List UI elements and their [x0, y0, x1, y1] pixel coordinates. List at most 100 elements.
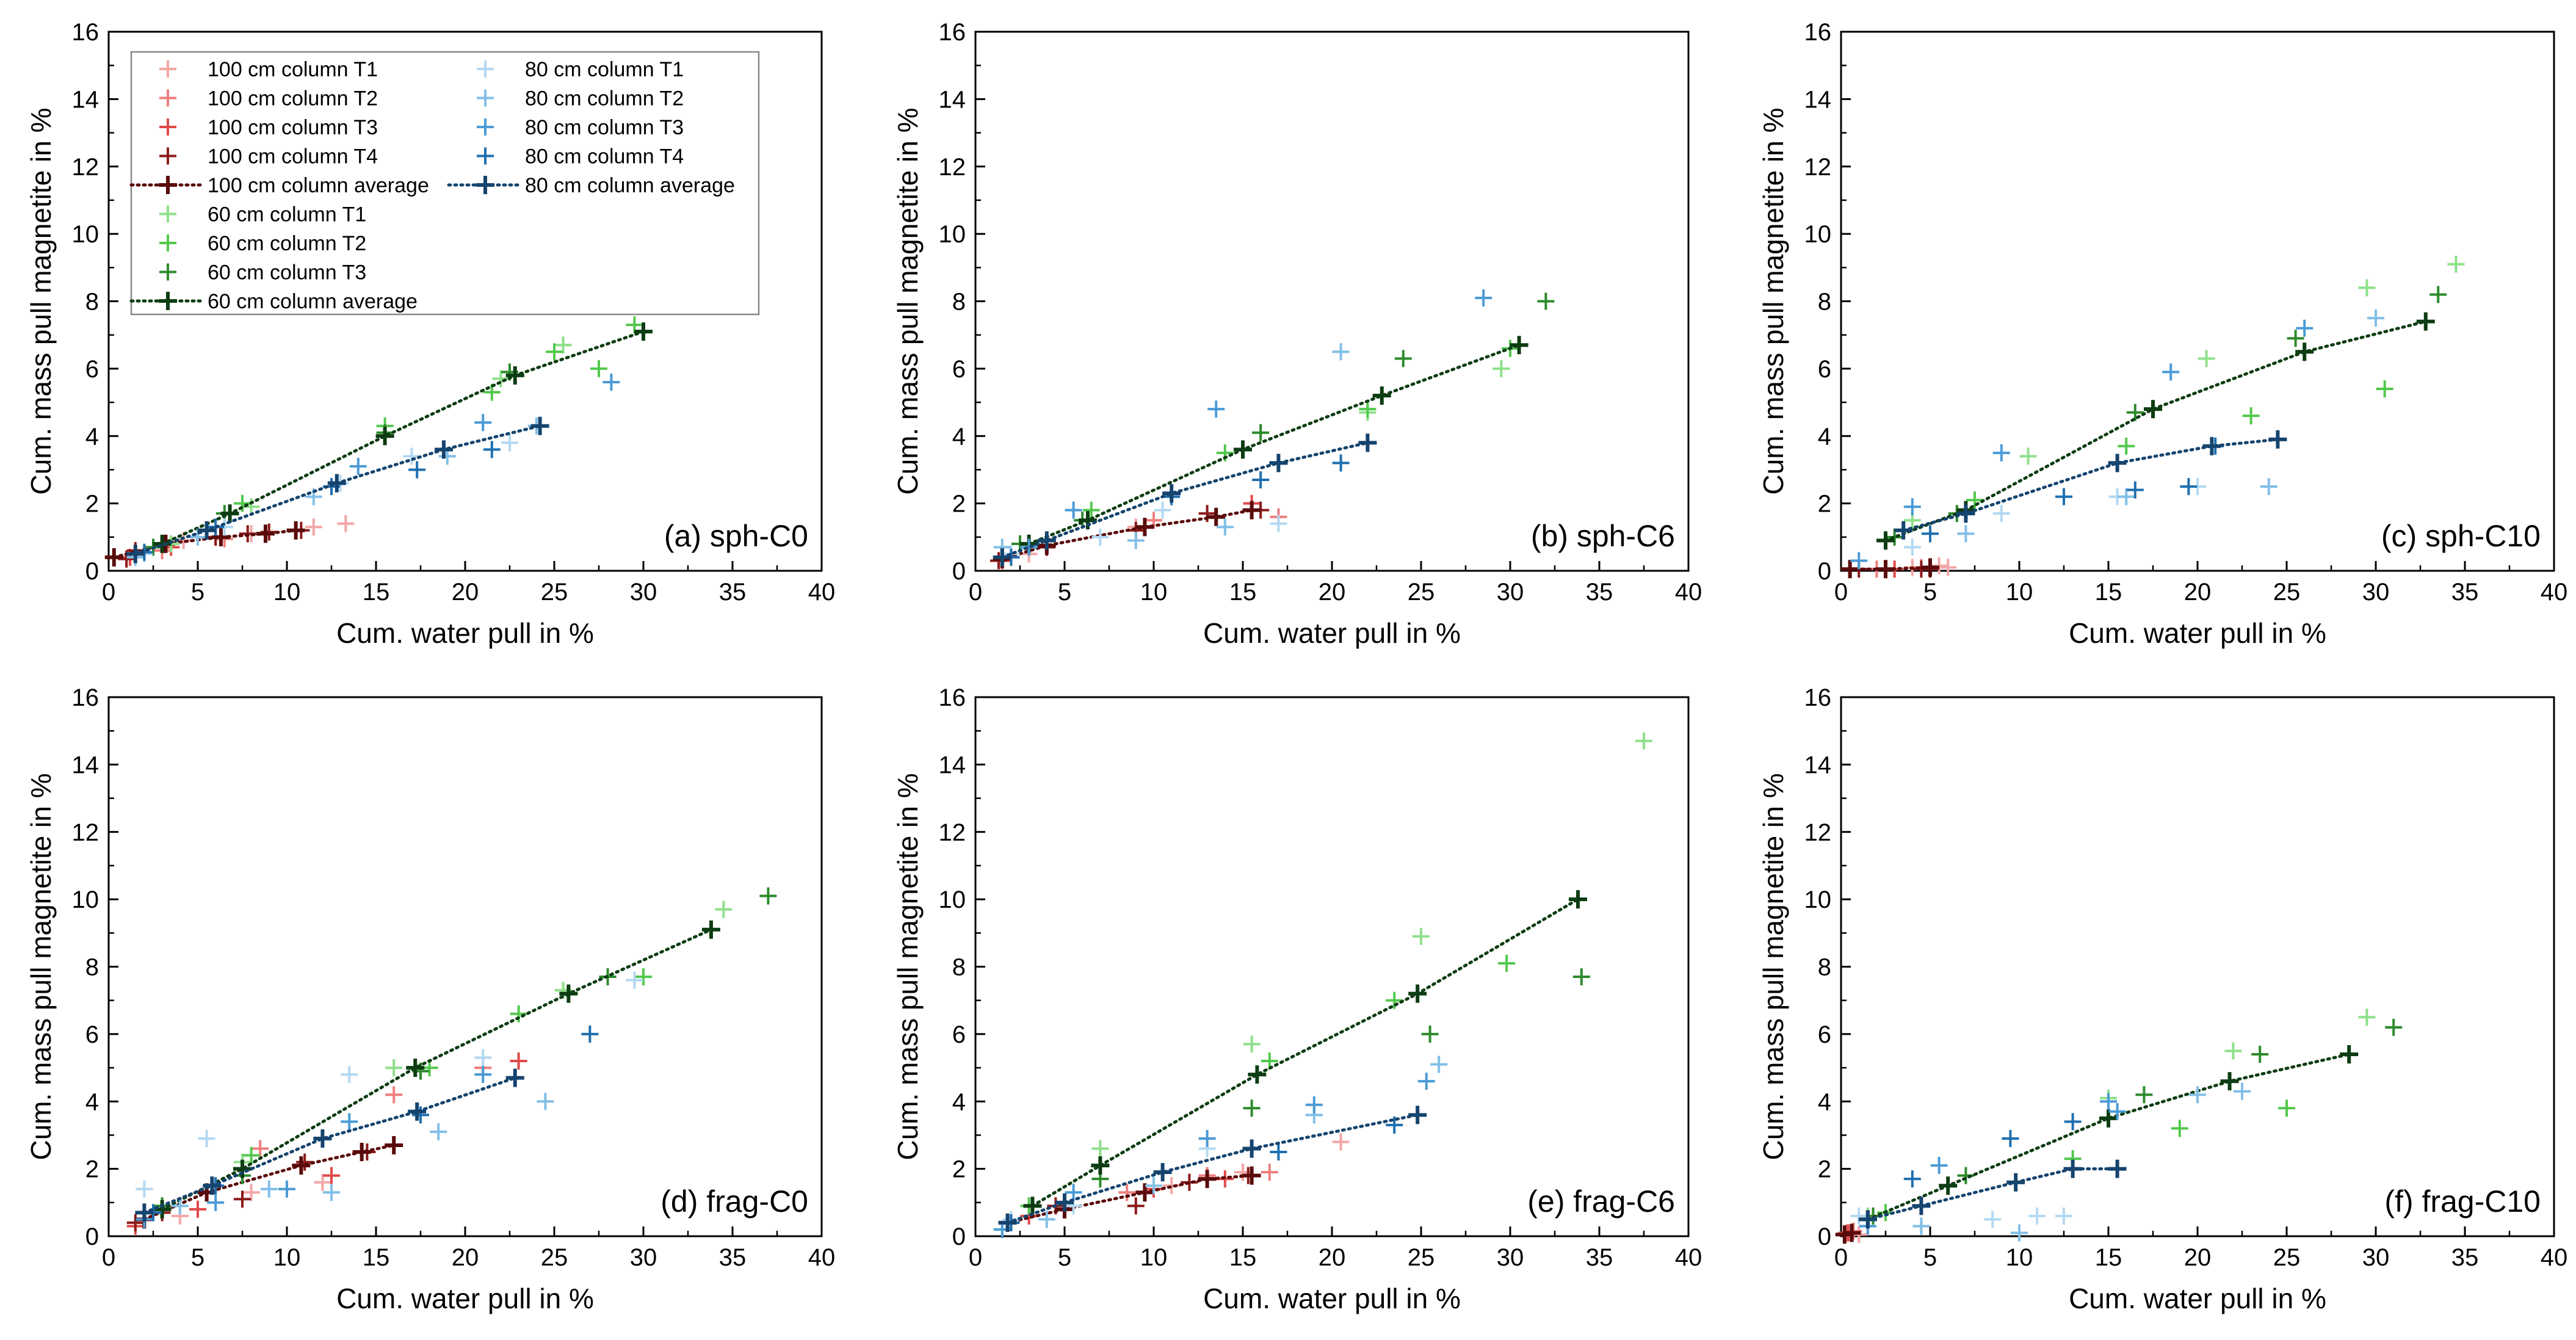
data-point — [197, 521, 216, 540]
y-tick-label: 4 — [952, 423, 966, 450]
data-point — [1153, 1163, 1172, 1182]
data-point — [1957, 525, 1975, 543]
y-axis-label: Cum. mass pull magnetite in % — [892, 773, 924, 1160]
data-point — [1242, 1166, 1261, 1185]
y-tick-label: 2 — [1818, 1156, 1831, 1183]
plot-frame — [974, 31, 1690, 572]
data-point — [1243, 1099, 1261, 1117]
data-point — [2126, 404, 2144, 421]
data-point — [430, 1123, 447, 1140]
legend-label: 80 cm column T3 — [525, 116, 684, 139]
y-tick-label: 10 — [72, 221, 99, 248]
y-tick-label: 8 — [1818, 954, 1831, 981]
data-point — [1359, 400, 1377, 418]
data-point — [1127, 1197, 1145, 1215]
average-line — [142, 1076, 517, 1214]
y-tick-label: 16 — [939, 684, 966, 711]
data-point — [2295, 342, 2314, 361]
y-tick-label: 16 — [1804, 684, 1832, 711]
data-point — [1055, 1193, 1074, 1212]
legend-entry: 60 cm column T3 — [159, 261, 366, 284]
legend-entry: 60 cm column T1 — [159, 203, 366, 226]
data-point — [251, 1140, 269, 1157]
series-60-cm-column-t1 — [1903, 255, 2465, 529]
data-point — [242, 1146, 260, 1164]
y-tick-label: 10 — [939, 221, 966, 248]
x-axis-label: Cum. water pull in % — [1203, 1283, 1461, 1314]
data-point — [2416, 312, 2435, 331]
x-axis-label: Cum. water pull in % — [336, 617, 594, 649]
y-tick-label: 10 — [72, 886, 99, 913]
x-tick-label: 30 — [630, 1244, 657, 1271]
x-tick-label: 10 — [2006, 1244, 2033, 1271]
x-tick-label: 30 — [2362, 1244, 2390, 1271]
y-tick-label: 4 — [85, 1088, 99, 1115]
legend-entry: 80 cm column T4 — [477, 145, 684, 168]
data-point — [559, 984, 578, 1003]
data-point — [1118, 1184, 1136, 1201]
data-point — [483, 441, 501, 458]
series-80-cm-column-t3 — [1020, 289, 1492, 556]
series-60-cm-column-average — [153, 322, 653, 553]
data-point — [530, 416, 549, 435]
data-point — [375, 427, 394, 446]
data-point — [635, 968, 652, 986]
y-tick-label: 16 — [1804, 19, 1832, 46]
data-point — [341, 1113, 358, 1131]
panel-6: 0 5 10 15 20 25 30 35 40 0 2 4 6 8 10 12 14 16 Cum. water … — [1757, 684, 2567, 1314]
data-point — [1252, 471, 1270, 488]
series-60-cm-column-average — [1019, 336, 1529, 553]
legend-label: 80 cm column T1 — [525, 58, 684, 81]
x-tick-label: 20 — [1319, 579, 1346, 606]
panel-label: (c) sph-C10 — [2381, 519, 2541, 553]
data-point — [2385, 1018, 2403, 1036]
x-tick-label: 0 — [102, 1244, 115, 1271]
series-80-cm-column-average — [135, 1068, 524, 1222]
x-tick-label: 40 — [1675, 579, 1702, 606]
data-point — [1858, 1210, 1877, 1229]
data-point — [1903, 538, 1921, 556]
data-point — [1992, 444, 2010, 462]
x-axis-label: Cum. water pull in % — [2069, 1283, 2326, 1314]
data-point — [1894, 521, 1913, 540]
data-point — [207, 1193, 225, 1211]
legend-entry: 80 cm column T3 — [477, 116, 684, 139]
legend-label: 60 cm column T3 — [208, 261, 366, 284]
average-line — [1866, 1052, 2351, 1221]
x-tick-label: 10 — [273, 1244, 301, 1271]
y-tick-label: 0 — [952, 558, 966, 585]
y-tick-label: 4 — [952, 1088, 966, 1115]
x-tick-label: 0 — [969, 1244, 982, 1271]
x-tick-label: 35 — [2451, 1244, 2479, 1271]
x-tick-label: 10 — [1140, 579, 1168, 606]
data-point — [1135, 1183, 1154, 1202]
data-point — [1207, 507, 1226, 526]
data-point — [1992, 505, 2010, 523]
panel-2: 0 5 10 15 20 25 30 35 40 0 2 4 6 8 10 12 14 16 Cum. water … — [892, 19, 1702, 649]
data-point — [1162, 484, 1181, 503]
data-point — [2006, 1173, 2025, 1192]
series-80-cm-column-t2 — [1912, 1082, 2251, 1242]
data-point — [1332, 454, 1350, 472]
data-point — [1091, 528, 1109, 546]
data-point — [403, 447, 421, 465]
x-tick-label: 35 — [1586, 1244, 1613, 1271]
x-tick-label: 0 — [1834, 1244, 1848, 1271]
series-80-cm-column-t3 — [993, 1073, 1435, 1238]
x-tick-label: 25 — [2273, 579, 2301, 606]
x-tick-label: 40 — [2541, 579, 2568, 606]
legend-entry: 60 cm column T2 — [159, 232, 366, 255]
y-tick-label: 12 — [1804, 154, 1832, 181]
data-point — [1248, 1065, 1267, 1084]
x-tick-label: 35 — [2451, 579, 2479, 606]
data-point — [474, 1066, 492, 1084]
data-point — [1020, 538, 1038, 556]
data-point — [2268, 430, 2287, 449]
series-100-cm-column-t4 — [990, 501, 1270, 570]
data-point — [474, 1049, 492, 1067]
data-point — [1394, 350, 1412, 368]
panel-1: 0 5 10 15 20 25 30 35 40 0 2 4 6 8 10 12 14 16 Cum. water … — [25, 19, 835, 649]
x-tick-label: 15 — [1229, 579, 1257, 606]
data-point — [1984, 1211, 2002, 1228]
y-tick-label: 12 — [939, 154, 966, 181]
